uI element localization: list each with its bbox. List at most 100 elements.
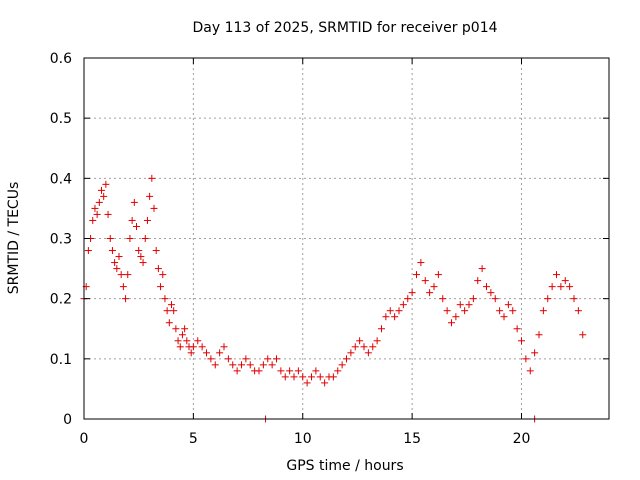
- data-point: [264, 355, 272, 363]
- data-point: [391, 313, 399, 321]
- data-point: [281, 373, 289, 381]
- data-point: [526, 367, 534, 375]
- data-point: [539, 307, 547, 315]
- data-point: [373, 337, 381, 345]
- data-point: [183, 337, 191, 345]
- y-tick-label: 0.4: [50, 171, 72, 187]
- y-tick-label: 0.5: [50, 111, 72, 127]
- data-point: [312, 367, 320, 375]
- data-point: [207, 355, 215, 363]
- data-point: [172, 325, 180, 333]
- data-point: [474, 277, 482, 285]
- data-point: [113, 265, 121, 273]
- data-point: [108, 247, 116, 255]
- data-point: [544, 295, 552, 303]
- grid-lines: [84, 58, 609, 419]
- data-point: [161, 295, 169, 303]
- data-point: [122, 295, 130, 303]
- data-points: [80, 174, 587, 423]
- data-point: [146, 192, 154, 200]
- data-point: [268, 361, 276, 369]
- data-point: [255, 367, 263, 375]
- data-point: [194, 337, 202, 345]
- data-point: [378, 325, 385, 333]
- data-point: [496, 307, 504, 315]
- data-point: [170, 307, 178, 315]
- data-point: [448, 319, 455, 327]
- data-point: [176, 343, 184, 351]
- data-point: [165, 319, 173, 327]
- data-point: [104, 210, 112, 218]
- data-point: [106, 235, 114, 242]
- data-point: [126, 235, 134, 242]
- data-point: [139, 259, 147, 267]
- data-point: [100, 192, 108, 200]
- data-point: [220, 343, 228, 351]
- data-point: [548, 283, 556, 291]
- data-point: [386, 307, 394, 315]
- axis-ticks: [83, 57, 609, 420]
- data-point: [115, 253, 123, 261]
- data-point: [334, 367, 342, 375]
- data-point: [91, 204, 99, 212]
- data-point: [452, 313, 460, 321]
- data-point: [465, 301, 473, 309]
- data-point: [395, 307, 403, 315]
- data-point: [119, 283, 127, 291]
- data-point: [277, 367, 285, 375]
- data-point: [150, 204, 158, 212]
- data-point: [168, 301, 175, 309]
- data-point: [187, 349, 195, 357]
- data-point: [408, 289, 416, 297]
- data-point: [294, 367, 302, 375]
- data-point: [148, 174, 156, 182]
- data-point: [347, 349, 355, 357]
- data-point: [216, 349, 224, 357]
- data-point: [483, 283, 490, 291]
- data-point: [574, 307, 582, 315]
- data-point: [356, 337, 364, 345]
- data-point: [141, 235, 149, 242]
- data-point: [303, 379, 311, 387]
- data-point: [430, 283, 438, 291]
- data-point: [178, 331, 186, 339]
- data-point: [316, 373, 324, 381]
- data-point: [137, 253, 145, 261]
- data-point: [500, 313, 508, 321]
- y-tick-label: 0.2: [50, 292, 72, 308]
- data-point: [522, 355, 530, 363]
- data-point: [130, 198, 138, 206]
- data-point: [456, 301, 464, 309]
- data-point: [321, 379, 329, 387]
- data-point: [143, 216, 151, 224]
- data-point: [561, 277, 569, 285]
- data-point: [242, 355, 250, 363]
- data-point: [246, 361, 254, 369]
- data-point: [426, 289, 434, 297]
- x-tick-label: 0: [80, 431, 89, 447]
- data-point: [84, 247, 92, 255]
- data-point: [469, 295, 477, 303]
- data-point: [399, 301, 407, 309]
- data-point: [566, 283, 574, 291]
- data-point: [360, 343, 368, 351]
- chart-title: Day 113 of 2025, SRMTID for receiver p01…: [192, 20, 497, 36]
- data-point: [513, 325, 521, 333]
- data-point: [211, 361, 219, 369]
- data-point: [382, 313, 390, 321]
- data-point: [364, 349, 372, 357]
- data-point: [404, 295, 412, 303]
- data-point: [504, 301, 512, 309]
- data-point: [535, 331, 543, 339]
- x-tick-label: 10: [294, 431, 312, 447]
- data-point: [229, 361, 237, 369]
- data-point: [570, 295, 578, 303]
- data-point: [338, 361, 346, 369]
- data-point: [128, 216, 136, 224]
- data-point: [487, 289, 495, 297]
- data-point: [443, 307, 451, 315]
- y-tick-label: 0.3: [50, 232, 72, 248]
- data-point: [238, 361, 245, 369]
- data-point: [329, 373, 337, 381]
- data-point: [174, 337, 182, 345]
